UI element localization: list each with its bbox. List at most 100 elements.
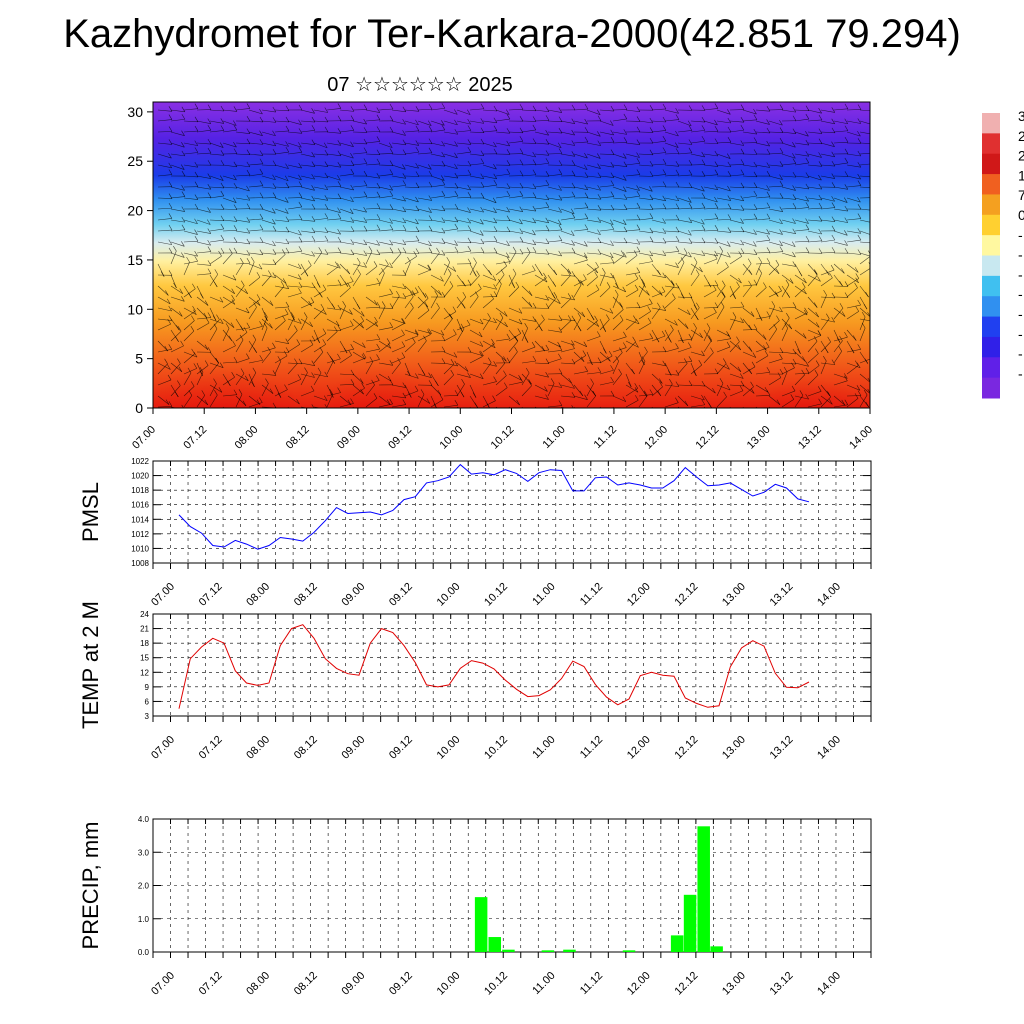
colorbar-swatch (982, 255, 1000, 277)
wind-barb (495, 362, 506, 375)
wind-barb (469, 219, 484, 225)
wind-barb (495, 219, 510, 221)
wind-barb (703, 218, 718, 221)
wind-barb (300, 175, 315, 180)
wind-barb (768, 395, 781, 405)
wind-barb (391, 197, 406, 202)
wind-barb (222, 186, 237, 189)
wind-barb (352, 351, 366, 360)
wind-barb-feather (480, 150, 485, 156)
wind-barb-feather (813, 336, 818, 342)
wind-barb-feather (675, 262, 679, 268)
wind-barb (300, 265, 312, 276)
wind-barb (859, 384, 870, 394)
wind-barb (469, 230, 484, 236)
wind-barb-feather (446, 257, 450, 263)
wind-barb (573, 141, 588, 144)
wind-barb (547, 296, 558, 309)
wind-barb-feather (805, 139, 810, 146)
wind-barb-feather (402, 173, 407, 179)
wind-barb-feather (727, 171, 732, 177)
wind-barb (183, 262, 190, 276)
wind-barb-feather (389, 288, 393, 294)
wind-barb (261, 208, 276, 214)
wind-barb (547, 318, 562, 321)
wind-barb-feather (298, 181, 303, 187)
wind-barb (599, 381, 614, 386)
wind-barb (508, 208, 523, 212)
wind-barb (820, 142, 835, 147)
wind-barb-feather (454, 119, 458, 126)
wind-barb-feather (503, 382, 508, 388)
wind-barb (859, 256, 870, 265)
wind-barb-feather (168, 181, 173, 187)
wind-barb (482, 362, 492, 375)
wind-barb-feather (441, 346, 446, 352)
wind-barb-feather (739, 385, 744, 391)
wind-barb-feather (474, 414, 477, 419)
wind-barb-feather (687, 309, 691, 315)
wind-barb (300, 344, 314, 353)
wind-barb-feather (272, 192, 277, 198)
wind-barb-feather (389, 262, 393, 268)
wind-barb (456, 318, 463, 332)
wind-barb-feather (194, 256, 198, 262)
wind-barb-feather (727, 241, 731, 247)
wind-barb (664, 263, 679, 268)
wind-barb-feather (462, 291, 467, 298)
wind-barb-feather (831, 247, 836, 253)
wind-barb (638, 120, 653, 124)
wind-barb (196, 317, 211, 320)
wind-barb-feather (181, 170, 186, 177)
wind-barb-feather (543, 272, 547, 279)
wind-barb-feather (480, 247, 485, 253)
wind-barb-feather (415, 373, 419, 379)
wind-barb (235, 174, 250, 177)
wind-barb (846, 239, 861, 243)
wind-barb (456, 219, 471, 224)
wind-barb-feather (428, 372, 432, 378)
wind-barb-feather (350, 239, 355, 245)
wind-barb-feather (233, 106, 238, 112)
wind-barb-feather (583, 341, 588, 347)
wind-barb (248, 131, 263, 136)
wind-barb (521, 346, 536, 353)
wind-barb (638, 351, 648, 364)
x-tick-label: 13.00 (720, 581, 748, 609)
wind-barb-feather (775, 259, 780, 266)
wind-barb (196, 208, 211, 213)
wind-barb-feather (684, 400, 689, 407)
wind-barb (469, 373, 484, 379)
wind-barb (612, 186, 627, 192)
wind-barb-feather (622, 396, 627, 402)
wind-barb (534, 373, 549, 378)
wind-barb-feather (337, 236, 342, 243)
wind-barb-feather (688, 197, 692, 203)
wind-barb-feather (422, 292, 427, 298)
wind-barb (157, 318, 172, 321)
wind-barb-feather (696, 302, 700, 308)
wind-barb-feather (857, 299, 861, 306)
wind-barb-feather (831, 316, 835, 323)
wind-barb (794, 207, 809, 210)
wind-barb (729, 241, 744, 246)
wind-barb-feather (582, 350, 587, 356)
wind-barb (222, 394, 237, 397)
wind-barb-feather (738, 251, 742, 257)
wind-barb-feather (750, 381, 754, 387)
wind-barb-feather (480, 206, 484, 213)
wind-barb-feather (727, 109, 731, 115)
wind-barb (755, 230, 770, 235)
wind-barb (664, 285, 679, 289)
wind-barb (248, 218, 263, 221)
wind-barb (768, 120, 783, 126)
wind-barb-feather (167, 318, 171, 325)
wind-barb (391, 357, 405, 364)
wind-barb-feather (763, 411, 766, 416)
wind-barb (677, 361, 692, 364)
wind-barb (365, 384, 375, 397)
wind-barb-feather (165, 290, 169, 296)
wind-barb (482, 208, 497, 213)
wind-barb (690, 362, 697, 377)
